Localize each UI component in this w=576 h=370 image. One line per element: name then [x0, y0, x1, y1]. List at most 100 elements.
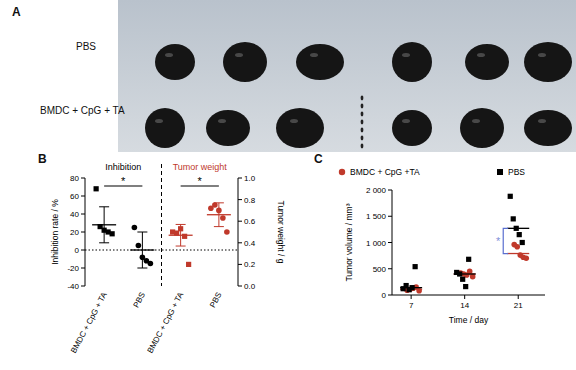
y-tick [81, 178, 85, 179]
tumor-highlight [402, 53, 410, 57]
x-tick-label: 14 [460, 301, 469, 310]
tumor [524, 42, 572, 82]
error-bar-cap [137, 268, 147, 269]
error-bar-stem [142, 232, 143, 268]
tumor-highlight [402, 119, 410, 123]
y-tick [81, 286, 85, 287]
dotted-divider [361, 120, 364, 125]
tumor [296, 44, 344, 80]
tumor-highlight [235, 53, 243, 57]
dotted-divider [361, 104, 364, 109]
x-axis-title: Time / day [449, 315, 489, 325]
error-bar-cap [214, 202, 224, 203]
panel-label: B [38, 152, 47, 166]
point [136, 243, 142, 249]
tumor [392, 42, 432, 82]
y2-tick [238, 286, 242, 287]
point [520, 240, 525, 245]
y2-axis-title: Tumor weight / g [276, 201, 286, 264]
mean-line [454, 273, 476, 274]
y-tick [388, 242, 392, 243]
y-tick-label: 60 [70, 192, 79, 201]
tumor-highlight [310, 53, 318, 57]
x-tick [411, 295, 412, 299]
tumor-highlight [472, 119, 480, 123]
point [413, 264, 418, 269]
tumor-highlight [290, 119, 298, 123]
tumor [524, 110, 572, 146]
y2-tick-label: 0.8 [244, 196, 256, 205]
legend-entry: PBS [508, 167, 525, 177]
tumor [276, 108, 324, 148]
y-tick [81, 214, 85, 215]
error-bar-stem [104, 207, 105, 243]
y2-axis [238, 178, 239, 286]
legend-entry: BMDC + CpG +TA [350, 167, 420, 177]
y2-tick [238, 221, 242, 222]
y2-tick [238, 242, 242, 243]
point [148, 261, 154, 267]
point [517, 232, 522, 237]
error-bar-cap [99, 206, 109, 207]
error-bar-stem [218, 203, 219, 227]
point [511, 216, 516, 221]
point [132, 225, 138, 231]
point [463, 284, 468, 289]
error-bar [137, 232, 147, 268]
significance-mark: * [121, 175, 126, 187]
tumor-highlight [538, 119, 546, 123]
zero-line [85, 250, 238, 251]
x-tick-label: 7 [409, 301, 414, 310]
dotted-divider [361, 144, 364, 149]
legend-symbol [497, 169, 503, 175]
y2-tick-label: 1.0 [244, 174, 256, 183]
y-tick [81, 268, 85, 269]
y2-tick [238, 199, 242, 200]
y-tick-label: 40 [70, 210, 79, 219]
point [110, 231, 115, 236]
y2-tick-label: 0.4 [244, 239, 256, 248]
legend-entry: Inhibition [105, 162, 141, 172]
panel-label: C [314, 152, 323, 166]
tumor [206, 110, 250, 146]
tumor-highlight [155, 119, 163, 123]
panel-c: 05001 0001 5002 00071421Time / dayTumor … [339, 167, 545, 325]
point [182, 234, 187, 239]
y-tick-label: 2 000 [366, 186, 387, 195]
marks [92, 186, 231, 268]
tumor [460, 108, 504, 148]
tumor [223, 42, 267, 82]
point [186, 262, 191, 267]
marks [400, 194, 529, 294]
error-bar [99, 207, 109, 243]
y-tick [388, 268, 392, 269]
panel-b: -40-200204060800.00.20.40.60.81.0Inhibit… [50, 162, 286, 355]
point [514, 244, 520, 250]
y-tick-label: -20 [67, 264, 79, 273]
y-tick [388, 216, 392, 217]
category-label: BMDC + CpG + TA [69, 290, 109, 355]
error-bar [214, 203, 224, 227]
error-bar-cap [99, 242, 109, 243]
point [467, 269, 473, 275]
significance-mark: * [198, 175, 203, 187]
photo-panel [118, 0, 576, 152]
tumor-highlight [477, 53, 485, 57]
figure: ABCPBSBMDC + CpG + TA-40-200204060800.00… [0, 0, 576, 370]
y2-tick-label: 0.2 [244, 260, 256, 269]
y-tick-label: 500 [373, 265, 387, 274]
y-tick [388, 295, 392, 296]
category-label: PBS [132, 291, 147, 309]
error-bar-cap [176, 224, 186, 225]
y-tick [81, 232, 85, 233]
significance-mark: * [496, 235, 501, 247]
y-tick-label: 0 [75, 246, 80, 255]
y-tick-label: 1 500 [366, 212, 387, 221]
dotted-divider [361, 128, 364, 133]
y-tick-label: -40 [67, 282, 79, 291]
mean-line [507, 228, 529, 229]
row-label: PBS [76, 41, 96, 52]
y-tick-label: 80 [70, 174, 79, 183]
x-tick-label: 21 [514, 301, 523, 310]
y-tick [388, 190, 392, 191]
